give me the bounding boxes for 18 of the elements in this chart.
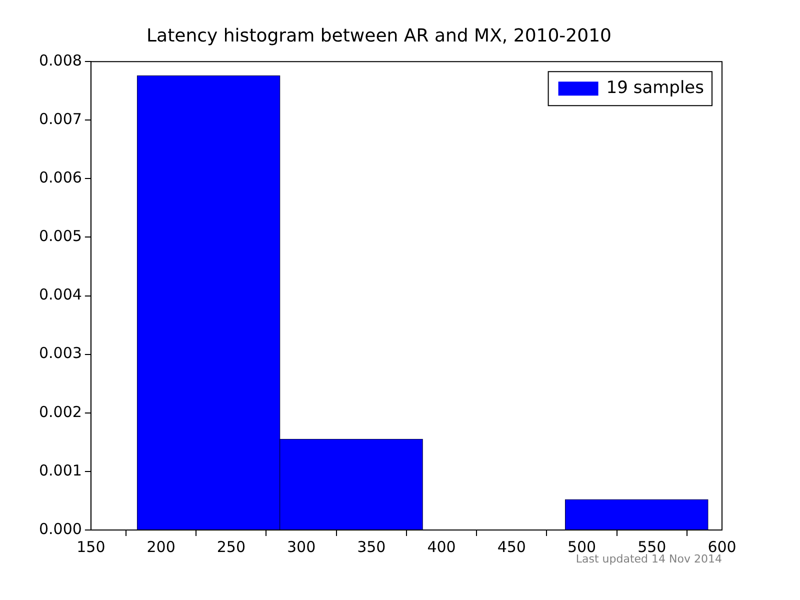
x-tick-label: 350 [357, 538, 386, 556]
y-tick-label: 0.003 [38, 344, 82, 362]
x-tick-label: 400 [427, 538, 456, 556]
chart-title: Latency histogram between AR and MX, 2010-2010 [146, 25, 612, 46]
y-tick-label: 0.006 [38, 168, 82, 187]
y-tick-label: 0.002 [38, 402, 82, 421]
x-tick-label: 200 [146, 538, 176, 556]
y-tick-label: 0.000 [38, 520, 82, 538]
x-tick-label: 300 [286, 538, 316, 556]
legend-label: 19 samples [606, 78, 704, 98]
x-tick-label: 150 [76, 538, 106, 556]
y-tick-label: 0.004 [38, 286, 82, 304]
y-tick-label: 0.007 [38, 110, 82, 128]
x-tick-label: 250 [216, 538, 246, 556]
y-tick-label: 0.008 [38, 51, 82, 70]
y-tick-label: 0.001 [38, 461, 82, 480]
x-tick-label: 450 [497, 538, 526, 556]
y-tick-label: 0.005 [38, 227, 82, 246]
